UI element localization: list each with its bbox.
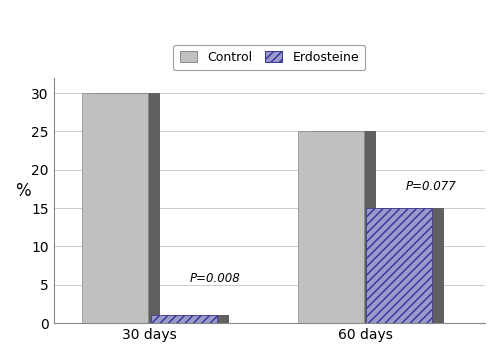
Bar	[162, 316, 228, 323]
Bar	[298, 131, 364, 323]
Bar	[366, 208, 432, 323]
Text: P=0.008: P=0.008	[190, 272, 240, 285]
Y-axis label: %: %	[15, 182, 30, 200]
Bar	[378, 208, 444, 323]
Text: P=0.077: P=0.077	[406, 180, 456, 193]
Bar	[310, 131, 376, 323]
Bar	[82, 93, 148, 323]
Legend: Control, Erdosteine: Control, Erdosteine	[174, 45, 365, 70]
Bar	[94, 93, 160, 323]
Bar	[150, 316, 216, 323]
